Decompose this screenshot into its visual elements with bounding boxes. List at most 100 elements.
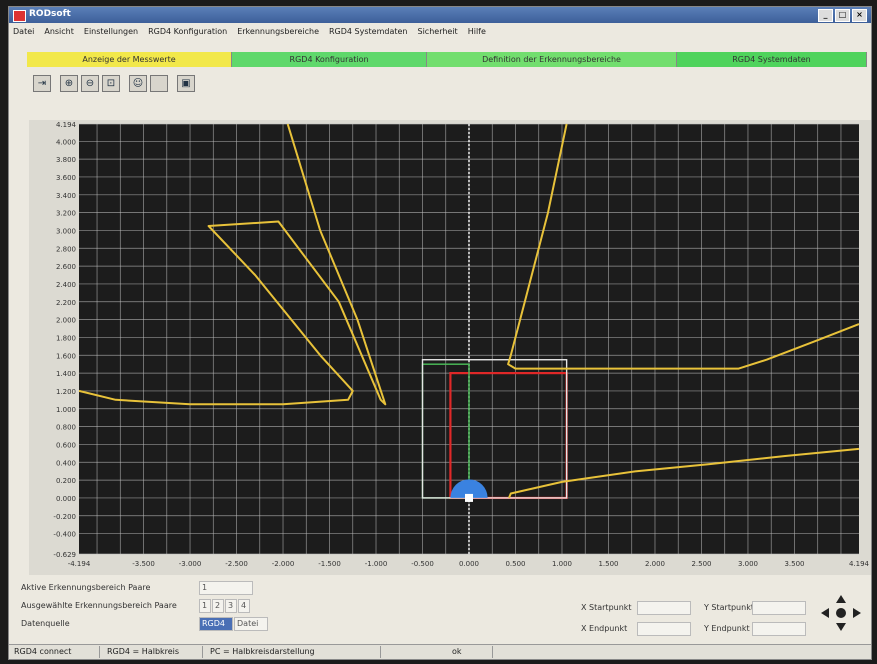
scan-line-2: [507, 123, 860, 370]
x-end-field[interactable]: [637, 622, 691, 636]
x-tick-label: -2.500: [225, 560, 248, 568]
x-end-label: X Endpunkt: [581, 624, 628, 633]
y-tick-label: 2.200: [56, 299, 76, 307]
status-pc-mode: PC = Halbkreisdarstellung: [207, 646, 381, 658]
zone-white: [421, 359, 568, 499]
y-tick-label: 3.400: [56, 192, 76, 200]
y-start-field[interactable]: [752, 601, 806, 615]
selected-zone-label: Ausgewählte Erkennungsbereich Paare: [21, 601, 177, 610]
pan-down-icon[interactable]: [836, 623, 846, 631]
y-tick-label: 2.000: [56, 317, 76, 325]
x-start-field[interactable]: [637, 601, 691, 615]
status-extra: ok: [449, 646, 493, 658]
status-bar: RGD4 connect RGD4 = Halbkreis PC = Halbk…: [9, 644, 871, 659]
y-tick-label: 0.600: [56, 441, 76, 449]
x-tick-label: -4.194: [68, 560, 91, 568]
scan-line-1: [78, 123, 387, 406]
tab-anzeige-der-messwerte[interactable]: Anzeige der Messwerte: [27, 52, 233, 67]
exit-icon[interactable]: ⇥: [33, 75, 51, 92]
zoom-out-icon[interactable]: ⊖: [81, 75, 99, 92]
y-tick-label: -0.200: [53, 513, 76, 521]
pan-arrows-icon[interactable]: [819, 593, 863, 633]
zoom-fit-icon[interactable]: ⊡: [102, 75, 120, 92]
user-icon[interactable]: ☺: [129, 75, 147, 92]
y-end-label: Y Endpunkt: [704, 624, 750, 633]
y-tick-label: 3.800: [56, 156, 76, 164]
y-tick-label: 0.200: [56, 477, 76, 485]
zone-option-3[interactable]: 3: [225, 599, 237, 613]
x-tick-label: 2.000: [645, 560, 665, 568]
y-tick-label: 1.200: [56, 388, 76, 396]
y-tick-label: 3.200: [56, 210, 76, 218]
y-tick-label: 2.800: [56, 245, 76, 253]
status-connection: RGD4 connect: [11, 646, 100, 658]
menu-bar: Datei Ansicht Einstellungen RGD4 Konfigu…: [9, 24, 871, 39]
x-tick-label: 0.000: [459, 560, 479, 568]
control-panel: Aktive Erkennungsbereich Paare 1 Ausgewä…: [9, 577, 871, 643]
menu-rgd4-konfiguration[interactable]: RGD4 Konfiguration: [148, 27, 228, 36]
menu-einstellungen[interactable]: Einstellungen: [83, 27, 139, 36]
close-button[interactable]: ×: [852, 9, 867, 22]
x-tick-label: -2.000: [272, 560, 295, 568]
tab-rgd4-systemdaten[interactable]: RGD4 Systemdaten: [676, 52, 868, 67]
y-tick-label: 3.000: [56, 227, 76, 235]
window-controls: _ □ ×: [818, 9, 867, 22]
app-logo-icon: [13, 10, 26, 22]
y-tick-label: 1.000: [56, 406, 76, 414]
y-tick-label: 4.194: [56, 121, 77, 129]
minimize-button[interactable]: _: [818, 9, 833, 22]
x-start-label: X Startpunkt: [581, 603, 632, 612]
title-bar[interactable]: RODsoft _ □ ×: [9, 7, 871, 23]
y-tick-label: 1.600: [56, 352, 76, 360]
y-end-field[interactable]: [752, 622, 806, 636]
y-tick-label: 0.000: [56, 495, 76, 503]
menu-datei[interactable]: Datei: [13, 27, 35, 36]
app-window: RODsoft _ □ × Datei Ansicht Einstellunge…: [8, 6, 872, 660]
x-tick-label: 4.194: [849, 560, 869, 568]
sensor-icon: [450, 479, 488, 498]
scan-plot[interactable]: 4.194 4.000 3.800 3.600 3.400 3.200 3.000 2.800…: [29, 120, 871, 575]
tab-erkennungsbereiche[interactable]: Definition der Erkennungsbereiche: [427, 52, 677, 67]
selected-zone-selector: 1 2 3 4: [199, 599, 250, 613]
y-tick-label: 1.400: [56, 370, 76, 378]
y-tick-label: 2.600: [56, 263, 76, 271]
y-tick-label: 2.400: [56, 281, 76, 289]
menu-hilfe[interactable]: Hilfe: [467, 27, 486, 36]
zone-option-2[interactable]: 2: [212, 599, 224, 613]
y-tick-label: -0.629: [53, 551, 76, 559]
y-tick-label: 4.000: [56, 138, 76, 146]
source-file-button[interactable]: Datei: [234, 617, 268, 631]
y-tick-label: -0.400: [53, 531, 76, 539]
x-tick-label: 3.500: [784, 560, 804, 568]
window-title: RODsoft: [29, 9, 71, 19]
x-tick-label: -3.500: [132, 560, 155, 568]
blank-icon[interactable]: [150, 75, 168, 92]
pan-left-icon[interactable]: [821, 608, 829, 618]
menu-ansicht[interactable]: Ansicht: [44, 27, 74, 36]
menu-rgd4-systemdaten[interactable]: RGD4 Systemdaten: [329, 27, 408, 36]
toolbar: ⇥ ⊕ ⊖ ⊡ ☺ ▣: [33, 75, 195, 92]
active-zone-field[interactable]: 1: [199, 581, 253, 595]
tab-rgd4-konfiguration[interactable]: RGD4 Konfiguration: [232, 52, 428, 67]
scan-chart-svg[interactable]: 4.194 4.000 3.800 3.600 3.400 3.200 3.000 2.800…: [29, 120, 869, 572]
x-tick-label: 1.500: [598, 560, 618, 568]
x-tick-label: -1.500: [318, 560, 341, 568]
zone-option-4[interactable]: 4: [238, 599, 250, 613]
y-tick-label: 0.400: [56, 459, 76, 467]
y-tick-label: 3.600: [56, 174, 76, 182]
x-tick-label: -1.000: [365, 560, 388, 568]
menu-sicherheit[interactable]: Sicherheit: [417, 27, 458, 36]
pan-up-icon[interactable]: [836, 595, 846, 603]
x-tick-label: 3.000: [738, 560, 758, 568]
menu-erkennungsbereiche[interactable]: Erkennungsbereiche: [237, 27, 319, 36]
save-icon[interactable]: ▣: [177, 75, 195, 92]
pan-right-icon[interactable]: [853, 608, 861, 618]
pan-center-icon[interactable]: [836, 608, 846, 618]
zone-option-1[interactable]: 1: [199, 599, 211, 613]
active-zone-label: Aktive Erkennungsbereich Paare: [21, 583, 151, 592]
y-tick-label: 0.800: [56, 424, 76, 432]
zoom-in-icon[interactable]: ⊕: [60, 75, 78, 92]
source-rgd4-button[interactable]: RGD4: [199, 617, 233, 631]
sensor-origin-marker: [465, 493, 473, 502]
maximize-button[interactable]: □: [835, 9, 850, 22]
